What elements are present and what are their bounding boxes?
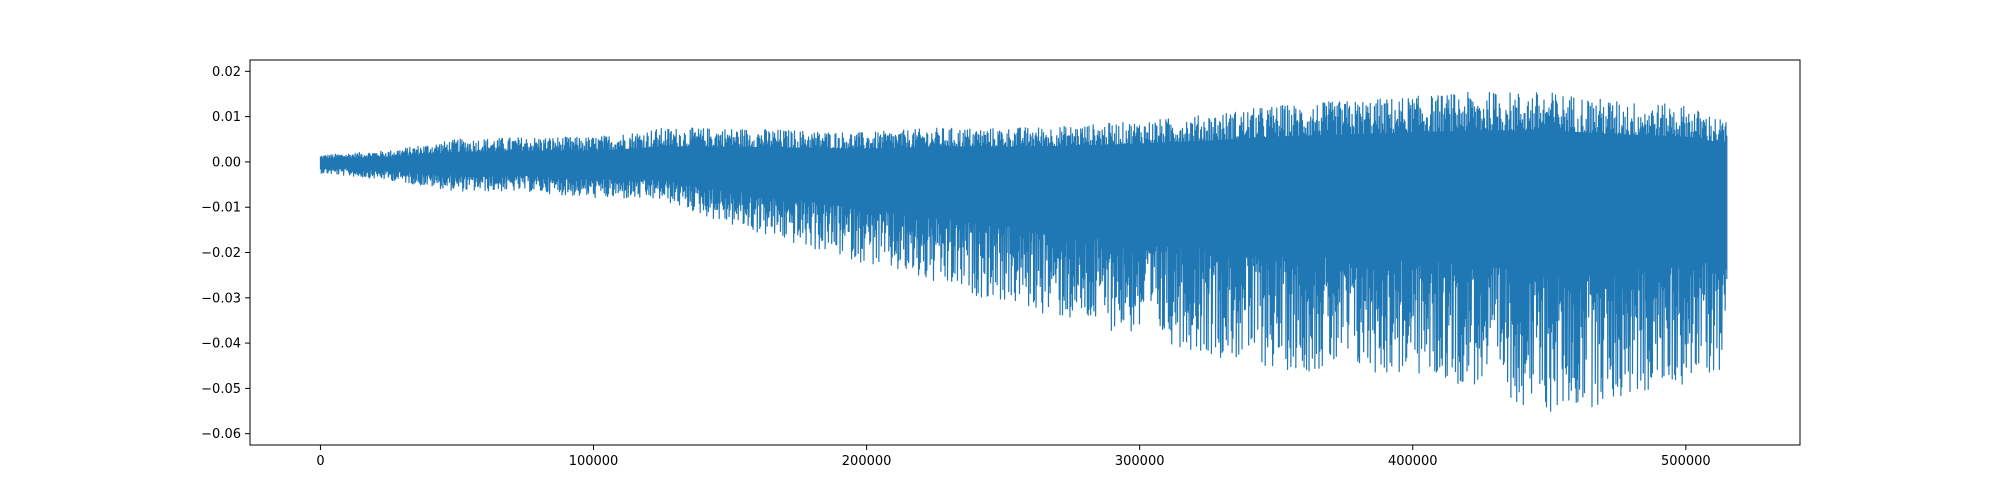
x-tick-label: 100000 xyxy=(569,454,619,469)
y-tick-label: −0.06 xyxy=(201,427,241,442)
x-axis: 0 100000 200000 300000 400000 500000 xyxy=(316,445,1711,469)
y-tick-label: 0.02 xyxy=(212,65,241,80)
waveform-series-line xyxy=(319,91,1728,412)
x-tick-label: 400000 xyxy=(1388,454,1438,469)
y-tick-label: −0.05 xyxy=(201,382,241,397)
y-tick-label: −0.02 xyxy=(201,246,241,261)
y-tick-label: 0.01 xyxy=(212,110,241,125)
y-tick-label: −0.03 xyxy=(201,291,241,306)
x-tick-label: 300000 xyxy=(1115,454,1165,469)
x-tick-label: 0 xyxy=(316,454,324,469)
y-tick-label: −0.04 xyxy=(201,337,241,352)
plot-area xyxy=(319,91,1728,412)
y-tick-label: 0.00 xyxy=(212,155,241,170)
x-tick-label: 500000 xyxy=(1661,454,1711,469)
y-tick-label: −0.01 xyxy=(201,201,241,216)
y-axis: 0.02 0.01 0.00 −0.01 −0.02 −0.03 −0.04 −0.05 −0.… xyxy=(201,65,250,442)
x-tick-label: 200000 xyxy=(842,454,892,469)
